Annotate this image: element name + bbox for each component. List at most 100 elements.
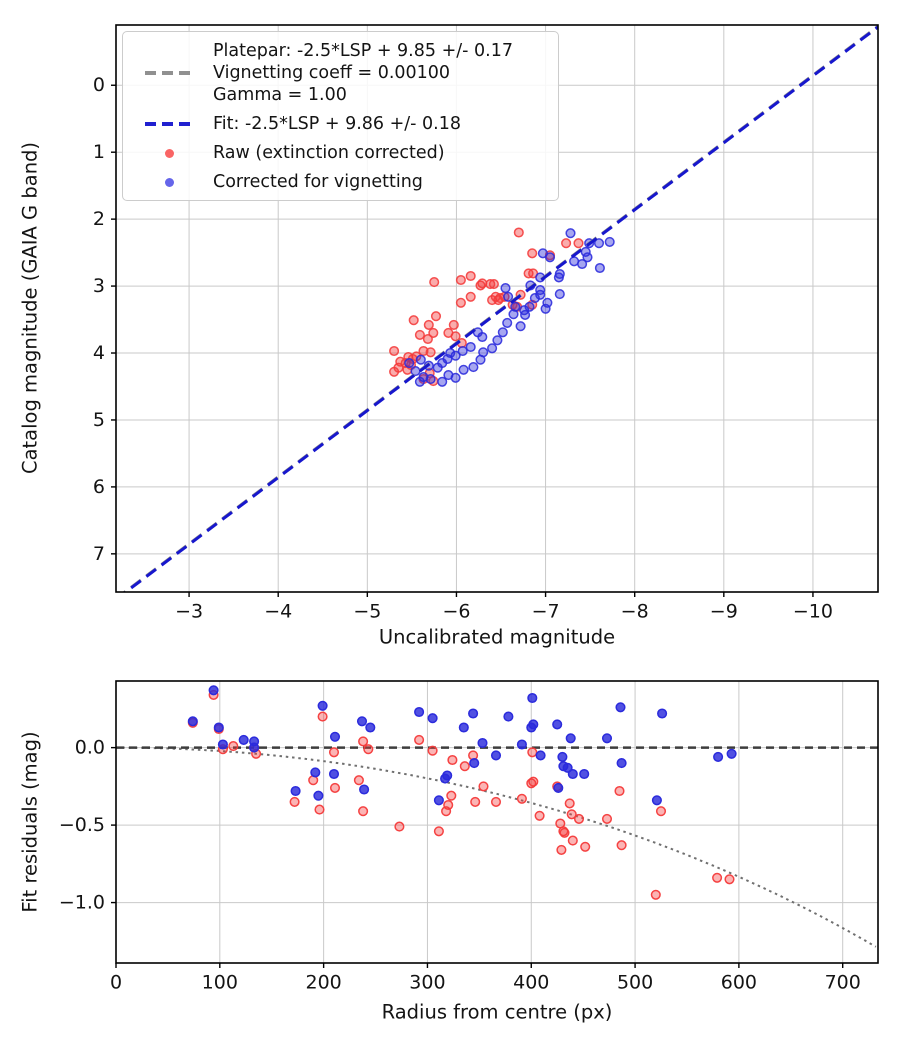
y-tick-label: 0 bbox=[93, 74, 105, 96]
raw-data-point bbox=[289, 796, 300, 807]
corrected-data-point bbox=[477, 737, 488, 749]
raw-data-point bbox=[443, 799, 454, 811]
raw-data-point bbox=[447, 754, 458, 766]
platepar-label-line1: Platepar: -2.5*LSP + 9.85 +/- 0.17 bbox=[213, 41, 513, 61]
raw-data-point bbox=[564, 798, 575, 809]
corrected-data-point bbox=[657, 708, 668, 719]
corrected-data-point bbox=[213, 722, 224, 733]
corrected-data-point bbox=[450, 372, 461, 383]
corrected-data-point bbox=[520, 309, 531, 320]
corrected-data-point bbox=[410, 366, 421, 377]
raw-data-point bbox=[446, 790, 457, 801]
raw-data-point bbox=[363, 744, 374, 755]
raw-data-point bbox=[534, 810, 545, 821]
corrected-data-point bbox=[562, 762, 573, 773]
corrected-data-point bbox=[726, 748, 737, 759]
raw-data-point bbox=[423, 319, 434, 330]
x-tick-label: 700 bbox=[825, 972, 861, 994]
corrected-data-point bbox=[450, 350, 461, 361]
corrected-data-point bbox=[208, 685, 219, 696]
y-tick-label: 1 bbox=[93, 141, 105, 163]
corrected-data-point bbox=[478, 347, 489, 358]
raw-data-point bbox=[429, 277, 440, 288]
corrected-data-point bbox=[249, 742, 260, 753]
corrected-data-point bbox=[544, 252, 556, 263]
corrected-data-point bbox=[527, 692, 538, 704]
corrected-data-point bbox=[552, 719, 563, 730]
raw-data-point bbox=[567, 835, 578, 846]
x-tick-label: 100 bbox=[202, 972, 238, 994]
corrected-data-point bbox=[526, 722, 537, 733]
raw-data-point bbox=[428, 327, 439, 338]
legend-box: Platepar: -2.5*LSP + 9.85 +/- 0.17 Vigne… bbox=[122, 31, 559, 201]
corrected-data-point bbox=[317, 700, 328, 711]
raw-data-point bbox=[465, 270, 476, 282]
corrected-marker-handle bbox=[145, 177, 193, 187]
corrected-data-point bbox=[553, 272, 564, 283]
x-tick-label: −4 bbox=[264, 601, 292, 623]
corrected-data-point bbox=[594, 262, 605, 274]
x-tick-label: −5 bbox=[353, 601, 381, 623]
raw-data-point bbox=[430, 311, 442, 322]
raw-data-point bbox=[724, 874, 735, 885]
fit-label: Fit: -2.5*LSP + 9.86 +/- 0.18 bbox=[213, 114, 461, 134]
corrected-data-point bbox=[290, 785, 301, 797]
corrected-data-point bbox=[510, 301, 521, 312]
raw-data-point bbox=[528, 776, 539, 787]
raw-data-point bbox=[559, 827, 570, 838]
blue-dot-icon bbox=[164, 177, 174, 187]
y-tick-label: 5 bbox=[93, 409, 105, 431]
platepar-label-line3: Gamma = 1.00 bbox=[213, 85, 347, 105]
raw-data-point bbox=[425, 347, 436, 358]
corrected-data-point bbox=[604, 236, 615, 247]
y-tick-label: −1.0 bbox=[59, 892, 105, 914]
plot-frame bbox=[115, 24, 879, 593]
platepar-label-line2: Vignetting coeff = 0.00100 bbox=[213, 63, 451, 83]
corrected-data-point bbox=[565, 733, 576, 744]
x-tick-label: −6 bbox=[442, 601, 470, 623]
corrected-data-point bbox=[593, 238, 605, 249]
corrected-data-point bbox=[187, 716, 198, 727]
corrected-data-point bbox=[356, 716, 368, 727]
raw-data-point bbox=[573, 813, 585, 824]
raw-data-point bbox=[450, 331, 461, 342]
raw-data-point bbox=[414, 329, 425, 340]
legend-entry-fit: Fit: -2.5*LSP + 9.86 +/- 0.18 bbox=[135, 113, 548, 135]
x-tick-label: 600 bbox=[721, 972, 757, 994]
bottom-plot-ylabel: Fit residuals (mag) bbox=[18, 731, 42, 913]
top-plot-ylabel: Catalog magnitude (GAIA G band) bbox=[18, 141, 42, 475]
x-tick-label: −8 bbox=[621, 601, 649, 623]
corrected-data-point bbox=[516, 739, 527, 750]
plot-frame bbox=[115, 680, 879, 964]
corrected-data-point bbox=[458, 722, 469, 733]
x-tick-label: 200 bbox=[305, 972, 341, 994]
corrected-data-point bbox=[433, 795, 444, 806]
corrected-data-point bbox=[329, 731, 341, 742]
corrected-data-point bbox=[365, 722, 376, 733]
corrected-data-point bbox=[477, 331, 488, 343]
raw-data-point bbox=[650, 889, 661, 900]
corrected-data-point bbox=[427, 713, 438, 724]
raw-data-point bbox=[433, 826, 444, 837]
raw-data-point bbox=[465, 291, 476, 302]
corrected-data-point bbox=[515, 321, 526, 332]
corrected-label: Corrected for vignetting bbox=[213, 172, 423, 192]
raw-marker-handle bbox=[145, 148, 193, 158]
raw-data-point bbox=[655, 806, 667, 817]
corrected-data-point bbox=[469, 758, 480, 769]
raw-data-point bbox=[317, 711, 328, 722]
corrected-data-point bbox=[313, 790, 324, 801]
corrected-data-point bbox=[440, 773, 451, 784]
legend-entry-platepar: Platepar: -2.5*LSP + 9.85 +/- 0.17 Vigne… bbox=[135, 40, 548, 106]
corrected-data-point bbox=[359, 784, 370, 795]
top-plot-xlabel: Uncalibrated magnitude bbox=[378, 625, 616, 649]
corrected-data-point bbox=[508, 309, 519, 320]
vignetting-model-curve bbox=[116, 746, 877, 948]
x-tick-label: 500 bbox=[617, 972, 653, 994]
corrected-data-point bbox=[487, 343, 498, 354]
raw-data-point bbox=[580, 841, 591, 852]
legend-entry-raw: Raw (extinction corrected) bbox=[135, 142, 548, 164]
y-tick-label: 0.0 bbox=[75, 737, 105, 759]
